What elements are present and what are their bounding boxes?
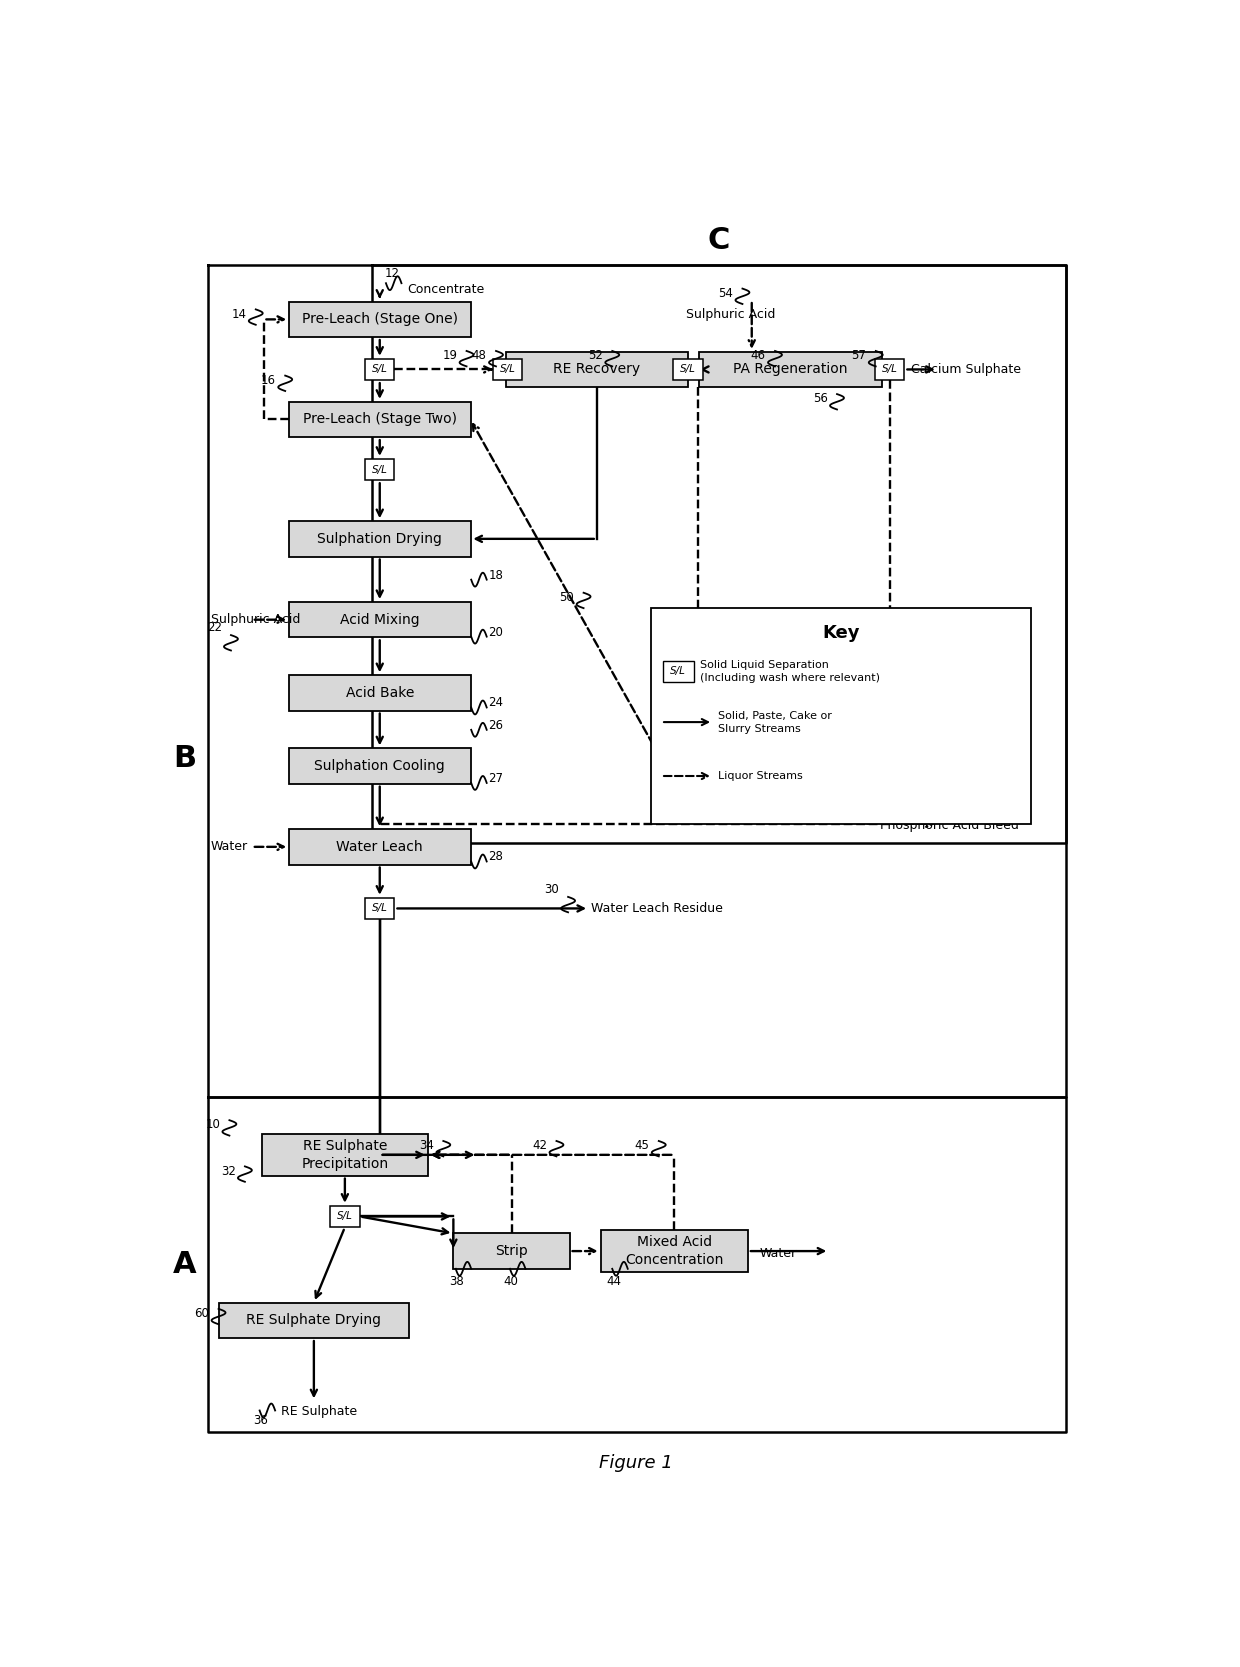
Text: 48: 48 <box>472 348 486 362</box>
Text: Sulphation Cooling: Sulphation Cooling <box>315 758 445 773</box>
Text: 58: 58 <box>652 807 667 820</box>
Text: 44: 44 <box>606 1275 621 1287</box>
Bar <box>365 458 394 480</box>
Text: Solid, Paste, Cake or
Slurry Streams: Solid, Paste, Cake or Slurry Streams <box>718 710 832 733</box>
Text: 32: 32 <box>221 1165 236 1177</box>
Bar <box>289 748 471 783</box>
Bar <box>662 660 693 682</box>
Text: S/L: S/L <box>882 365 898 375</box>
Text: 19: 19 <box>443 348 458 362</box>
Text: Liquor Streams: Liquor Streams <box>718 772 804 782</box>
Bar <box>673 358 703 380</box>
Bar <box>365 358 394 380</box>
Text: Water Leach Residue: Water Leach Residue <box>590 902 723 915</box>
Text: 26: 26 <box>489 718 503 732</box>
Bar <box>289 675 471 710</box>
Bar <box>651 608 1030 823</box>
Bar <box>506 352 688 387</box>
Text: 18: 18 <box>489 568 503 582</box>
Text: 30: 30 <box>544 884 559 895</box>
Text: S/L: S/L <box>500 365 516 375</box>
Text: Phosphoric Acid Bleed: Phosphoric Acid Bleed <box>879 818 1018 832</box>
Text: RE Sulphate
Precipitation: RE Sulphate Precipitation <box>301 1139 388 1170</box>
Text: Calcium Sulphate: Calcium Sulphate <box>910 363 1021 377</box>
Bar <box>330 1205 360 1227</box>
Text: Water: Water <box>211 840 248 854</box>
Text: 10: 10 <box>206 1119 221 1132</box>
Text: S/L: S/L <box>372 465 388 475</box>
Text: Concentrate: Concentrate <box>407 283 484 295</box>
Text: Pre-Leach (Stage Two): Pre-Leach (Stage Two) <box>303 412 456 427</box>
Bar <box>454 1234 569 1269</box>
Bar <box>289 602 471 637</box>
Text: PA Regeneration: PA Regeneration <box>733 362 848 377</box>
Text: Sulphuric Acid: Sulphuric Acid <box>211 613 300 627</box>
Bar <box>875 358 904 380</box>
Text: S/L: S/L <box>372 904 388 914</box>
Text: Acid Bake: Acid Bake <box>346 685 414 700</box>
Bar <box>699 352 882 387</box>
Text: A: A <box>172 1250 196 1279</box>
Text: Figure 1: Figure 1 <box>599 1454 672 1472</box>
Text: Acid Mixing: Acid Mixing <box>340 613 419 627</box>
Text: 52: 52 <box>588 348 603 362</box>
Text: RE Sulphate Drying: RE Sulphate Drying <box>247 1314 382 1327</box>
Text: B: B <box>172 743 196 773</box>
Bar <box>219 1302 409 1339</box>
Text: Mixed Acid
Concentration: Mixed Acid Concentration <box>625 1235 723 1267</box>
Text: 16: 16 <box>260 373 275 387</box>
Text: 60: 60 <box>195 1307 210 1320</box>
Text: S/L: S/L <box>681 365 696 375</box>
Text: 20: 20 <box>489 625 503 638</box>
Text: S/L: S/L <box>372 365 388 375</box>
Text: Solid Liquid Separation
(Including wash where relevant): Solid Liquid Separation (Including wash … <box>699 660 880 683</box>
Text: 45: 45 <box>635 1139 650 1152</box>
Text: Pre-Leach (Stage One): Pre-Leach (Stage One) <box>301 312 458 327</box>
Text: S/L: S/L <box>670 667 686 677</box>
Text: Key: Key <box>822 623 859 642</box>
Text: 42: 42 <box>532 1139 547 1152</box>
Text: 22: 22 <box>207 620 222 633</box>
Text: Strip: Strip <box>495 1244 528 1259</box>
Text: RE Sulphate: RE Sulphate <box>280 1405 357 1417</box>
Text: 50: 50 <box>559 590 574 603</box>
Text: Sulphation Drying: Sulphation Drying <box>317 532 443 545</box>
Text: 14: 14 <box>232 307 247 320</box>
Bar <box>262 1134 428 1175</box>
Text: 12: 12 <box>384 267 399 280</box>
Text: 54: 54 <box>718 287 733 300</box>
Bar <box>289 302 471 337</box>
Text: 56: 56 <box>813 392 828 405</box>
Text: 36: 36 <box>253 1414 268 1427</box>
Text: RE Recovery: RE Recovery <box>553 362 640 377</box>
Text: 46: 46 <box>750 348 766 362</box>
Bar <box>289 828 471 865</box>
Text: 28: 28 <box>489 850 503 864</box>
Text: Water Leach: Water Leach <box>336 840 423 854</box>
Text: 24: 24 <box>489 697 503 710</box>
Bar <box>289 402 471 437</box>
Text: Water: Water <box>759 1247 796 1260</box>
Bar <box>365 897 394 919</box>
Text: 27: 27 <box>489 772 503 785</box>
Text: 59: 59 <box>844 807 858 820</box>
Bar <box>600 1230 748 1272</box>
Bar <box>494 358 522 380</box>
Text: 40: 40 <box>503 1275 518 1287</box>
Text: S/L: S/L <box>337 1212 353 1222</box>
Bar <box>289 522 471 557</box>
Text: Sulphuric Acid: Sulphuric Acid <box>686 307 775 320</box>
Text: 57: 57 <box>852 348 867 362</box>
Text: 34: 34 <box>419 1139 434 1152</box>
Text: 38: 38 <box>449 1275 464 1287</box>
Text: C: C <box>708 225 730 255</box>
